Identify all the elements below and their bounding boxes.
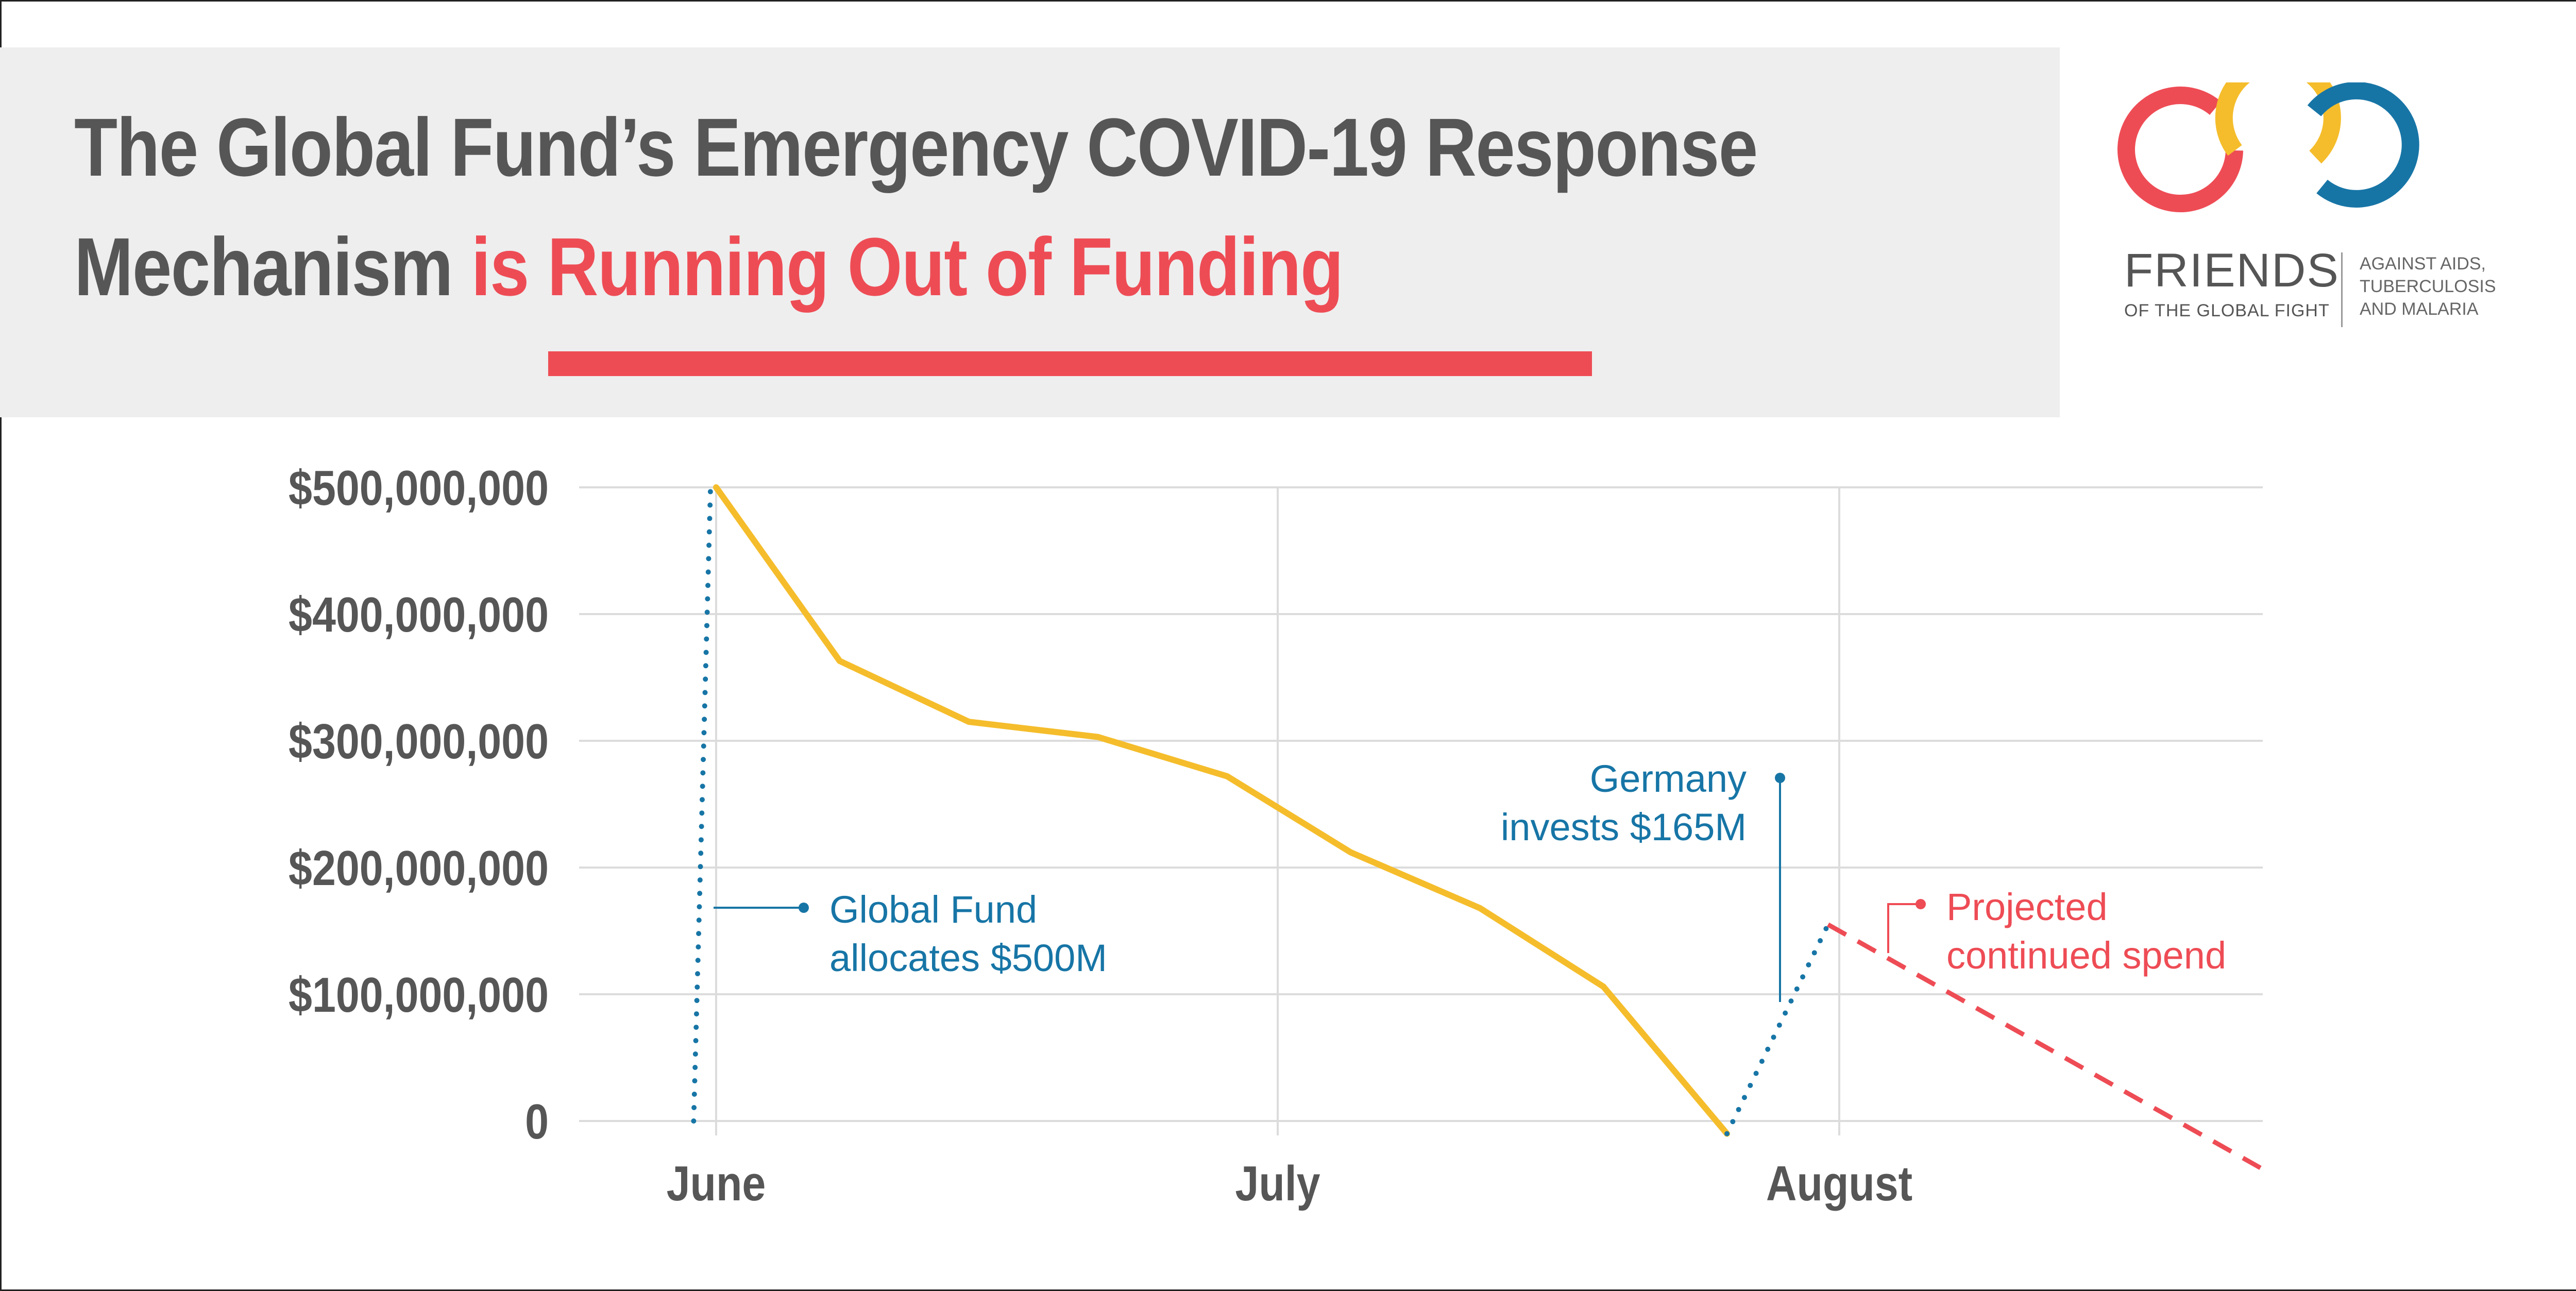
annotation-dot: [1775, 773, 1785, 783]
y-tick-label: $100,000,000: [289, 967, 549, 1022]
annotation-layer: Global Fund allocates $500M Germany invests…: [714, 757, 2226, 1002]
x-tick-label: June: [667, 1156, 766, 1211]
logo-subtitle: OF THE GLOBAL FIGHT: [2124, 301, 2330, 320]
remaining-funds-line: [713, 484, 1730, 1137]
annotation-dot: [1916, 899, 1926, 909]
annotation-dot: [799, 903, 809, 913]
allocation-dotted-line: [691, 485, 714, 1124]
x-tick-label: July: [1235, 1156, 1320, 1211]
germany-annotation: Germany invests $165M: [1501, 757, 1785, 1002]
annotation-leader: [1887, 903, 1921, 953]
projected-spend-annotation: Projected continued spend: [1887, 886, 2226, 977]
y-tick-label: $300,000,000: [289, 714, 549, 769]
title-underline: [548, 351, 1592, 376]
title-line-2-accent: is Running Out of Funding: [471, 220, 1344, 313]
annotation-text: allocates $500M: [829, 937, 1107, 979]
germany-investment-dotted-line: [1724, 922, 1831, 1136]
projected-spend-dashed-line: [1826, 922, 2262, 1170]
y-tick-label: $500,000,000: [289, 460, 549, 515]
logo-name: FRIENDS: [2124, 244, 2340, 297]
global-fund-annotation: Global Fund allocates $500M: [714, 888, 1107, 979]
chart-title: The Global Fund’s Emergency COVID-19 Res…: [74, 88, 1758, 327]
y-tick-label: $400,000,000: [289, 587, 549, 642]
annotation-text: Global Fund: [829, 888, 1037, 931]
logo-divider: [2341, 252, 2343, 327]
annotation-text: continued spend: [1946, 934, 2226, 977]
x-tick-label: August: [1766, 1156, 1912, 1211]
annotation-text: invests $165M: [1501, 806, 1747, 848]
friends-logo-icon: [2117, 82, 2419, 212]
series-layer: [691, 484, 2262, 1170]
y-tick-label: 0: [525, 1094, 549, 1149]
y-tick-label: $200,000,000: [289, 840, 549, 895]
annotation-text: Projected: [1946, 886, 2108, 928]
title-line-2-plain: Mechanism: [74, 220, 471, 313]
grid-layer: [579, 486, 2263, 1135]
title-line-1: The Global Fund’s Emergency COVID-19 Res…: [74, 101, 1758, 193]
axis-labels: 0 $100,000,000 $200,000,000 $300,000,000 $40…: [289, 460, 1912, 1211]
annotation-text: Germany: [1590, 757, 1747, 800]
logo-tagline: AGAINST AIDS, TUBERCULOSIS AND MALARIA: [2360, 254, 2496, 319]
